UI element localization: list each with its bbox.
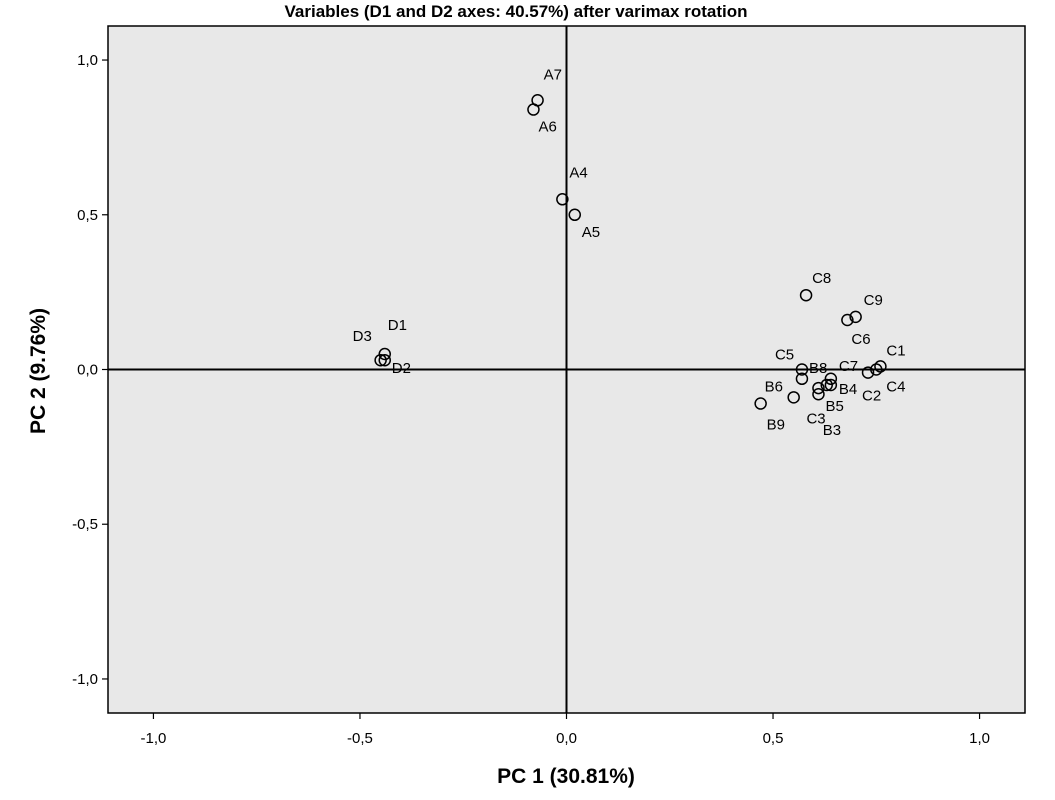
x-tick-label-1-0: -1,0 bbox=[141, 730, 167, 747]
point-b8 bbox=[795, 372, 809, 386]
point-label-d2: D2 bbox=[392, 360, 411, 377]
point-label-b6: B6 bbox=[765, 378, 783, 395]
y-axis-title: PC 2 (9.76%) bbox=[27, 308, 50, 434]
point-label-a5: A5 bbox=[582, 224, 600, 241]
point-label-c7: C7 bbox=[839, 358, 858, 375]
y-tick-label-1-0: 1,0 bbox=[77, 52, 98, 69]
point-label-a4: A4 bbox=[569, 164, 587, 181]
x-tick-label-0-5: -0,5 bbox=[347, 730, 373, 747]
point-label-a6: A6 bbox=[538, 119, 556, 136]
point-label-c8: C8 bbox=[812, 270, 831, 287]
x-tick-label-0-0: 0,0 bbox=[556, 730, 577, 747]
point-label-b9: B9 bbox=[767, 417, 785, 434]
point-c2 bbox=[861, 366, 875, 379]
point-label-c3: C3 bbox=[806, 410, 825, 427]
point-label-b8: B8 bbox=[809, 360, 827, 377]
point-label-c9: C9 bbox=[864, 292, 883, 309]
point-c7 bbox=[824, 372, 838, 386]
point-c8 bbox=[799, 288, 813, 302]
x-axis-title: PC 1 (30.81%) bbox=[497, 765, 635, 788]
point-label-d3: D3 bbox=[353, 328, 372, 345]
point-a4 bbox=[556, 193, 569, 206]
y-tick-label-1-0: -1,0 bbox=[72, 671, 98, 688]
point-a5 bbox=[568, 208, 582, 222]
point-label-c1: C1 bbox=[886, 342, 905, 359]
point-b9 bbox=[754, 397, 767, 410]
point-label-b4: B4 bbox=[839, 381, 857, 398]
point-c3 bbox=[812, 388, 825, 401]
point-c9 bbox=[849, 310, 862, 324]
y-tick-label-0-5: -0,5 bbox=[72, 516, 98, 533]
point-label-a7: A7 bbox=[544, 66, 562, 83]
point-a6 bbox=[527, 103, 540, 116]
point-label-c2: C2 bbox=[862, 388, 881, 405]
point-d2 bbox=[378, 353, 392, 367]
chart-title: Variables (D1 and D2 axes: 40.57%) after… bbox=[285, 2, 748, 21]
point-d1 bbox=[378, 347, 392, 361]
data-points bbox=[374, 94, 887, 410]
point-d3 bbox=[374, 353, 387, 367]
point-label-c4: C4 bbox=[886, 379, 905, 396]
point-b3 bbox=[820, 378, 833, 392]
point-label-c5: C5 bbox=[775, 347, 794, 364]
y-axis-ticks: -1,0 -0,5 0,0 0,5 1,0 bbox=[72, 52, 108, 688]
point-label-d1: D1 bbox=[388, 317, 407, 334]
x-axis-ticks: -1,0 -0,5 0,0 0,5 1,0 bbox=[141, 713, 990, 747]
y-tick-label-0-5: 0,5 bbox=[77, 207, 98, 224]
point-label-b5: B5 bbox=[825, 398, 843, 415]
point-label-b3: B3 bbox=[823, 422, 841, 439]
x-tick-label-0-5: 0,5 bbox=[763, 730, 784, 747]
x-tick-label-1-0: 1,0 bbox=[969, 730, 990, 747]
point-c4 bbox=[870, 363, 883, 376]
point-b4 bbox=[824, 378, 838, 392]
point-c6 bbox=[841, 313, 854, 327]
point-b6 bbox=[787, 391, 800, 404]
point-c5 bbox=[795, 363, 809, 376]
point-b5 bbox=[812, 381, 825, 395]
y-tick-label-0-0: 0,0 bbox=[77, 362, 98, 379]
point-label-c6: C6 bbox=[851, 331, 870, 348]
